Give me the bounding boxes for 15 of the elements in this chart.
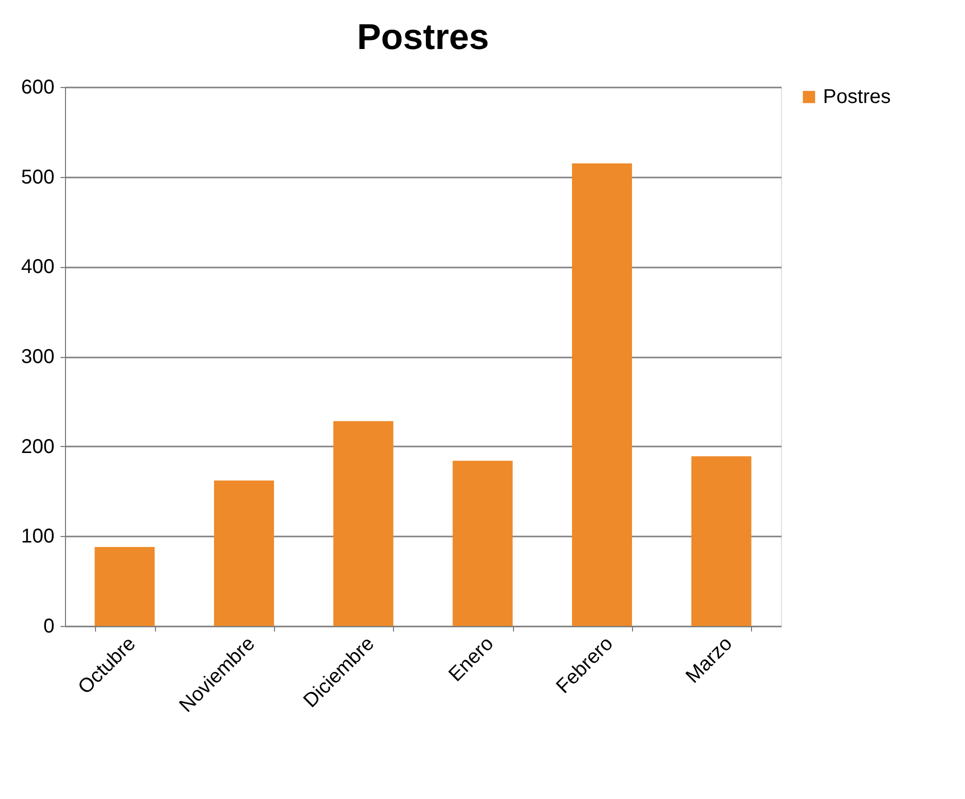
bar (691, 456, 752, 626)
y-tick-label: 600 (21, 76, 54, 98)
y-tick-label: 200 (21, 436, 54, 458)
bar (333, 421, 394, 626)
y-tick-label: 300 (21, 346, 54, 368)
bar (572, 163, 632, 626)
bar (214, 480, 274, 626)
bar (452, 460, 513, 626)
y-tick-label: 100 (21, 526, 54, 548)
bar (94, 546, 155, 626)
y-tick-label: 500 (21, 166, 54, 188)
chart-title: Postres (356, 16, 490, 57)
y-tick-label: 400 (21, 256, 54, 278)
legend-label: Postres (823, 86, 891, 108)
y-tick-label: 0 (43, 616, 54, 638)
